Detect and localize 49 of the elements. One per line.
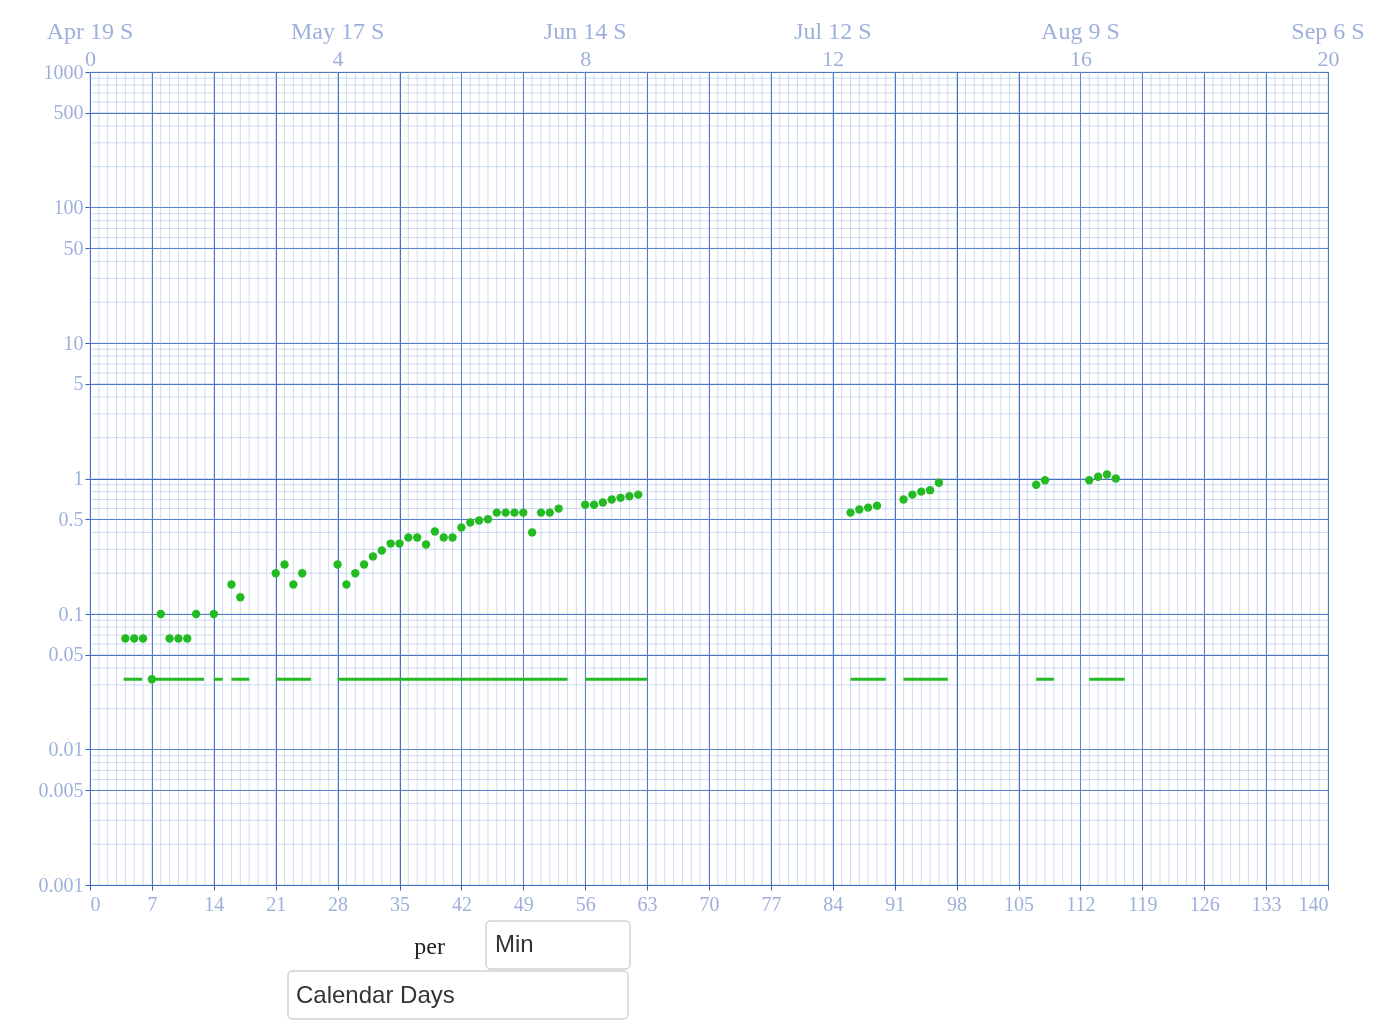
x-tick-label: 70 bbox=[699, 892, 720, 915]
y-tick-label: 1 bbox=[73, 467, 84, 489]
y-tick-label: 500 bbox=[53, 101, 84, 124]
text: Jun 14 S bbox=[543, 18, 627, 44]
text: Aug 9 S bbox=[1041, 18, 1120, 44]
x-tick-label: 77 bbox=[761, 892, 782, 915]
x-tick-label: 140 bbox=[1298, 892, 1329, 915]
x-tick-label: 126 bbox=[1189, 892, 1220, 915]
x2-tick-label: 12 bbox=[822, 45, 845, 71]
y-tick-label: 0.05 bbox=[48, 643, 84, 666]
x-tick-label: 84 bbox=[823, 892, 844, 915]
x-tick-label: 49 bbox=[513, 892, 534, 915]
text: Min bbox=[495, 930, 534, 957]
x2-tick-label: 0 bbox=[85, 45, 96, 71]
x-tick-label: 7 bbox=[147, 892, 158, 915]
y-tick-label: 1000 bbox=[43, 60, 84, 83]
x-axis-title: Calendar Days bbox=[296, 981, 455, 1008]
x-tick-label: 0 bbox=[90, 892, 101, 915]
x2-tick-label: 4 bbox=[332, 45, 344, 71]
text: Sep 6 S bbox=[1291, 18, 1365, 44]
y-tick-label: 100 bbox=[53, 196, 84, 218]
y-tick-label: 0.1 bbox=[58, 602, 84, 625]
x-tick-label: 35 bbox=[390, 892, 410, 915]
x-tick-label: 56 bbox=[575, 892, 596, 915]
y-tick-label: 0.01 bbox=[48, 738, 84, 760]
x-tick-label: 14 bbox=[204, 892, 225, 915]
x2-tick-label: 20 bbox=[1317, 45, 1340, 71]
y-tick-label: 0.005 bbox=[38, 778, 84, 801]
y-tick-label: 10 bbox=[63, 331, 84, 354]
x2-tick-label: 16 bbox=[1069, 45, 1092, 71]
y-tick-label: 0.5 bbox=[58, 507, 84, 530]
x2-tick-label: 8 bbox=[580, 45, 592, 71]
x-tick-label: 28 bbox=[328, 892, 349, 915]
text: May 17 S bbox=[290, 18, 385, 44]
x-tick-label: 42 bbox=[451, 892, 472, 915]
x-tick-label: 98 bbox=[947, 892, 968, 915]
text: Apr 19 S bbox=[46, 18, 134, 44]
x-tick-label: 91 bbox=[885, 892, 906, 915]
x-tick-label: 63 bbox=[637, 892, 658, 915]
x-tick-label: 112 bbox=[1066, 892, 1096, 915]
x-tick-label: 133 bbox=[1251, 892, 1282, 915]
x-tick-label: 105 bbox=[1004, 892, 1034, 915]
x-tick-label: 119 bbox=[1128, 892, 1158, 915]
text: Jul 12 S bbox=[794, 18, 872, 44]
y-tick-label: 5 bbox=[73, 372, 84, 395]
x-tick-label: 21 bbox=[266, 892, 287, 915]
y-tick-label: 50 bbox=[63, 236, 84, 259]
text: per bbox=[414, 933, 445, 959]
y-tick-label: 0.001 bbox=[38, 873, 84, 896]
